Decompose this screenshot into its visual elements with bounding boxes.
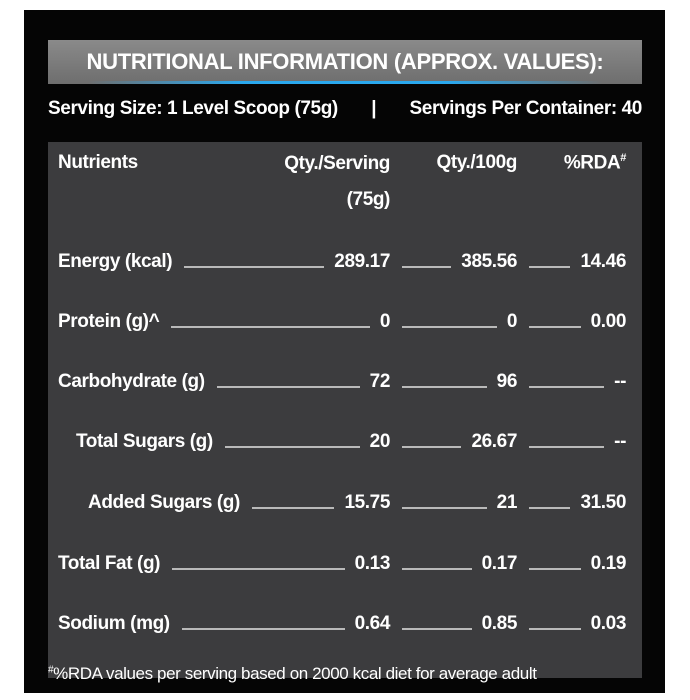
qty-per-serving: 20: [369, 431, 391, 452]
qty-per-serving: 0: [379, 311, 391, 332]
rda-value: 0.00: [590, 311, 627, 332]
nutrient-name: Total Sugars (g): [76, 431, 213, 452]
qty-per-100g: 26.67: [471, 431, 517, 452]
table-row: Added Sugars (g) 15.75 21 31.50: [58, 488, 626, 514]
qty-per-serving: 289.17: [334, 251, 390, 272]
leader-line: [171, 326, 370, 328]
qty-per-100g: 21: [496, 492, 518, 513]
header-per-serving: Qty./Serving (75g): [284, 153, 390, 210]
header-rda: %RDA#: [563, 152, 627, 174]
leader-line: [172, 568, 345, 570]
leader-line: [402, 266, 452, 268]
table-row: Energy (kcal) 289.17 385.56 14.46: [58, 247, 626, 273]
rda-value: --: [614, 371, 626, 392]
qty-per-100g: 96: [496, 371, 518, 392]
title: NUTRITIONAL INFORMATION (APPROX. VALUES)…: [86, 49, 604, 74]
header-per-100g: Qty./100g: [436, 152, 517, 173]
leader-line: [402, 507, 487, 509]
nutrient-name: Protein (g)^: [58, 311, 160, 332]
qty-per-100g: 385.56: [461, 251, 517, 272]
nutrient-name: Energy (kcal): [58, 251, 173, 272]
header-nutrients: Nutrients: [58, 152, 138, 173]
title-bar: NUTRITIONAL INFORMATION (APPROX. VALUES)…: [48, 40, 642, 84]
nutrient-name: Sodium (mg): [58, 613, 170, 634]
table-row: Sodium (mg) 0.64 0.85 0.03: [58, 609, 626, 635]
leader-line: [529, 266, 571, 268]
leader-line: [402, 568, 472, 570]
leader-line: [402, 446, 462, 448]
rda-value: 31.50: [580, 492, 626, 513]
nutrient-name: Added Sugars (g): [88, 492, 240, 513]
leader-line: [529, 568, 581, 570]
qty-per-100g: 0.85: [481, 613, 518, 634]
serving-size: Serving Size: 1 Level Scoop (75g): [48, 98, 338, 119]
leader-line: [181, 628, 345, 630]
leader-line: [402, 628, 472, 630]
qty-per-serving: 15.75: [344, 492, 390, 513]
leader-line: [529, 386, 605, 388]
footnote: #%RDA values per serving based on 2000 k…: [48, 664, 537, 683]
leader-line: [224, 446, 360, 448]
table-row: Total Fat (g) 0.13 0.17 0.19: [58, 549, 626, 575]
title-underline: [88, 81, 602, 84]
leader-line: [529, 628, 581, 630]
leader-line: [529, 326, 581, 328]
qty-per-100g: 0.17: [481, 553, 518, 574]
qty-per-serving: 0.13: [354, 553, 391, 574]
serving-info: Serving Size: 1 Level Scoop (75g) | Serv…: [48, 98, 642, 120]
servings-per-container: Servings Per Container: 40: [409, 98, 643, 119]
leader-line: [529, 507, 571, 509]
separator: |: [371, 98, 377, 119]
rda-value: 0.03: [590, 613, 627, 634]
qty-per-serving: 72: [369, 371, 391, 392]
table-row: Carbohydrate (g) 72 96 --: [58, 367, 626, 393]
leader-line: [184, 266, 325, 268]
table-row: Protein (g)^ 0 0 0.00: [58, 307, 626, 333]
nutrient-name: Total Fat (g): [58, 553, 161, 574]
qty-per-100g: 0: [506, 311, 518, 332]
leader-line: [216, 386, 360, 388]
leader-line: [402, 326, 497, 328]
leader-line: [529, 446, 605, 448]
leader-line: [251, 507, 335, 509]
nutrient-name: Carbohydrate (g): [58, 371, 205, 392]
nutrition-table: Nutrients Qty./Serving (75g) Qty./100g %R…: [48, 142, 642, 678]
rda-value: --: [614, 431, 626, 452]
leader-line: [402, 386, 487, 388]
rda-value: 0.19: [590, 553, 627, 574]
table-row: Total Sugars (g) 20 26.67 --: [58, 427, 626, 453]
qty-per-serving: 0.64: [354, 613, 391, 634]
rda-value: 14.46: [580, 251, 626, 272]
